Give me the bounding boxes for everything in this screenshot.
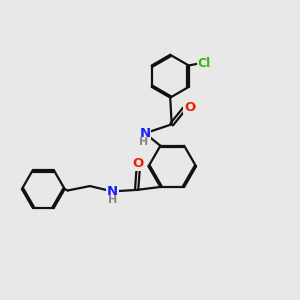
Text: N: N xyxy=(107,185,118,198)
Text: N: N xyxy=(140,127,151,140)
Text: Cl: Cl xyxy=(198,57,211,70)
Text: O: O xyxy=(133,157,144,170)
Text: O: O xyxy=(184,101,195,114)
Text: H: H xyxy=(108,195,118,205)
Text: H: H xyxy=(139,137,148,147)
